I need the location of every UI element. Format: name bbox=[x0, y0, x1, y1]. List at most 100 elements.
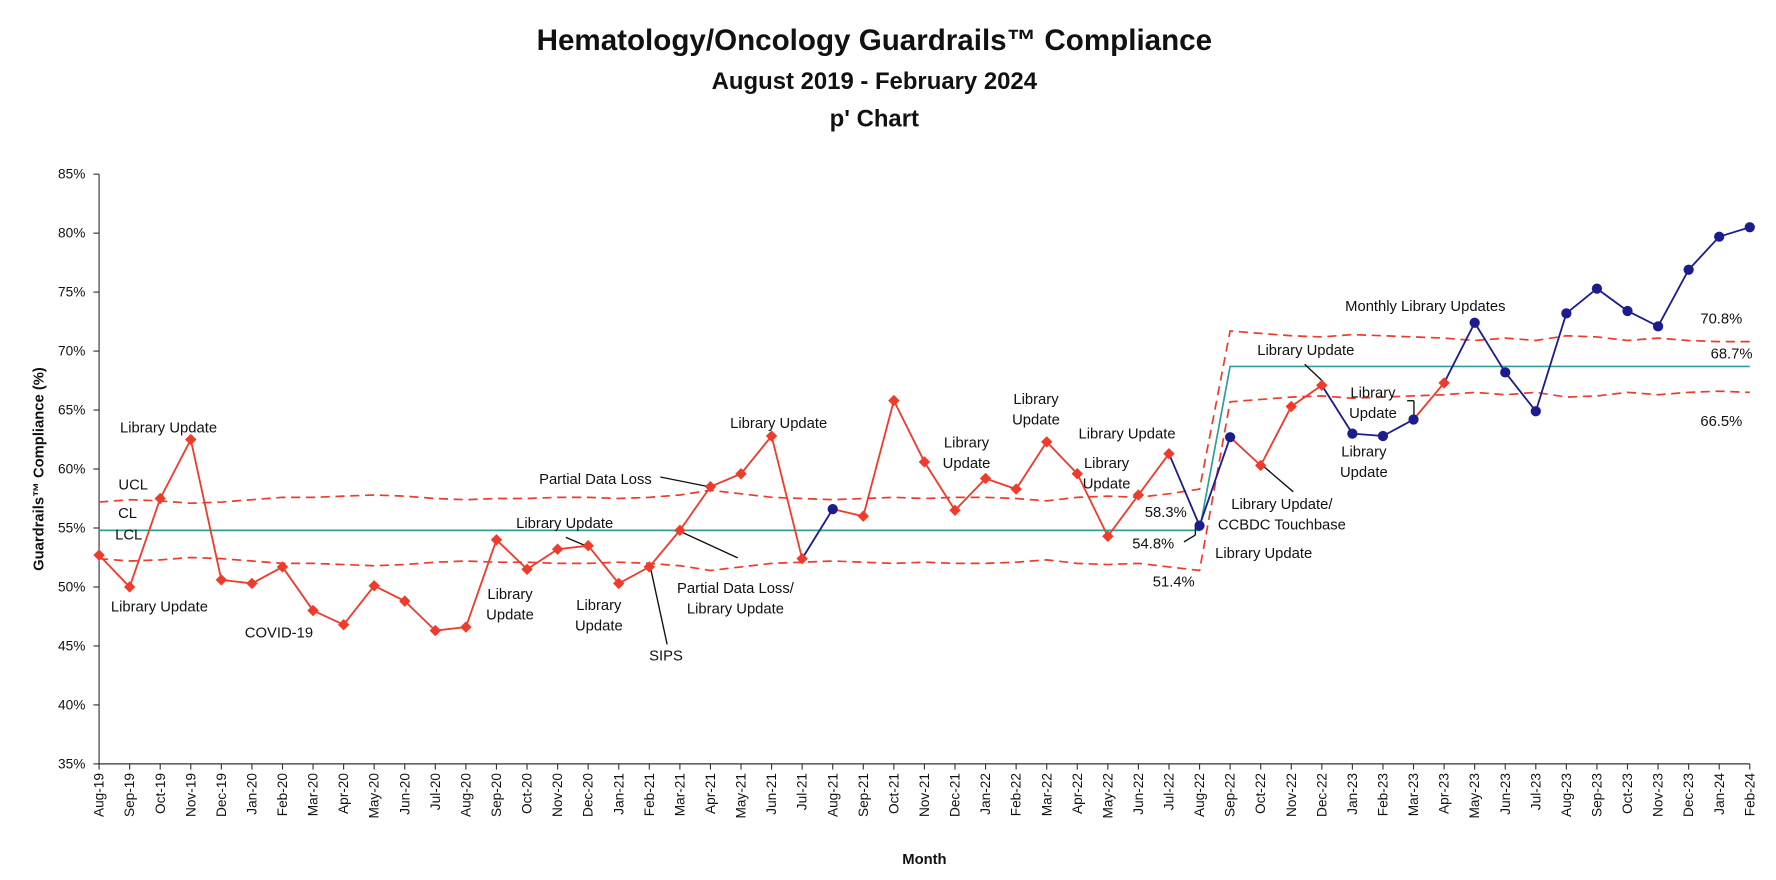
data-segment bbox=[1290, 384, 1323, 408]
annotation: Library Update bbox=[942, 433, 991, 472]
data-segment bbox=[1198, 436, 1231, 526]
annotation: Library Update bbox=[574, 596, 623, 635]
y-tick-label: 45% bbox=[58, 638, 85, 653]
data-segment bbox=[1443, 322, 1476, 384]
x-tick-label: Apr-21 bbox=[703, 773, 718, 814]
x-tick-label: Nov-20 bbox=[550, 773, 565, 817]
x-tick-label: Jan-22 bbox=[978, 773, 993, 815]
data-segment bbox=[710, 472, 742, 488]
x-tick-label: Aug-19 bbox=[92, 773, 107, 817]
annotation-box: COVID-19 bbox=[244, 623, 314, 641]
data-segment bbox=[1504, 371, 1537, 412]
annotation: Monthly Library Updates bbox=[1345, 297, 1506, 315]
data-point bbox=[337, 619, 350, 631]
x-tick-label: Dec-19 bbox=[214, 773, 229, 817]
x-tick-label: Jul-23 bbox=[1528, 773, 1543, 810]
annotation-box: Partial Data Loss/ Library Update bbox=[677, 579, 794, 617]
data-segment bbox=[862, 400, 895, 517]
data-segment bbox=[1596, 287, 1629, 312]
y-tick-label: 75% bbox=[58, 285, 85, 300]
annotation: Library Update bbox=[1215, 544, 1313, 562]
x-tick-label: Sep-23 bbox=[1589, 773, 1604, 817]
annotation-box: Library Update/ CCBDC Touchbase bbox=[1218, 495, 1346, 533]
x-tick-label: Jul-20 bbox=[428, 773, 443, 811]
y-tick-label: 85% bbox=[58, 167, 85, 182]
x-tick-label: Mar-23 bbox=[1406, 773, 1421, 816]
annotation-arrow bbox=[682, 532, 739, 559]
x-tick-label: May-23 bbox=[1467, 773, 1482, 819]
chart-title: Hematology/Oncology Guardrails™ Complian… bbox=[537, 24, 1213, 57]
data-point bbox=[276, 561, 289, 573]
data-point bbox=[1224, 432, 1236, 443]
data-segment bbox=[1412, 382, 1445, 421]
series-label: UCL bbox=[118, 478, 148, 494]
annotation-box: Library Update bbox=[120, 419, 217, 436]
annotation-box: SIPS bbox=[649, 646, 683, 664]
x-tick-label: Mar-22 bbox=[1039, 773, 1054, 816]
annotation-box: Library Update bbox=[486, 585, 534, 623]
data-point bbox=[888, 394, 900, 407]
data-segment bbox=[1107, 494, 1140, 537]
y-tick-label: 50% bbox=[58, 580, 85, 595]
annotation: Library Update bbox=[1078, 424, 1176, 442]
data-segment bbox=[159, 439, 192, 499]
y-tick-label: 80% bbox=[58, 226, 85, 241]
data-segment bbox=[1565, 287, 1598, 315]
x-tick-label: Dec-21 bbox=[948, 773, 963, 817]
data-segment bbox=[923, 461, 956, 511]
data-segment bbox=[1046, 441, 1078, 475]
data-point bbox=[674, 524, 686, 537]
data-segment bbox=[618, 566, 650, 585]
annotation-arrow bbox=[1183, 534, 1196, 543]
control-limit-line bbox=[99, 365, 1750, 532]
data-point bbox=[490, 534, 503, 546]
x-tick-label: Oct-23 bbox=[1620, 773, 1635, 814]
value-label: 66.5% bbox=[1700, 414, 1742, 430]
annotation: Library Update bbox=[730, 414, 828, 432]
x-tick-label: Oct-19 bbox=[153, 773, 168, 814]
y-tick-label: 55% bbox=[58, 521, 85, 536]
annotation-box: Library Update bbox=[1012, 390, 1060, 429]
data-segment bbox=[1259, 406, 1293, 466]
value-label: 68.7% bbox=[1711, 347, 1753, 363]
data-segment bbox=[648, 529, 681, 568]
x-axis-label: Month bbox=[902, 852, 946, 868]
data-segment bbox=[1137, 453, 1170, 496]
x-tick-label: Nov-21 bbox=[917, 773, 932, 817]
data-point bbox=[460, 621, 472, 633]
annotation-arrow bbox=[1260, 463, 1294, 493]
chart-subtitle: p' Chart bbox=[830, 105, 919, 132]
annotation-box: Library Update bbox=[574, 596, 623, 635]
data-segment bbox=[893, 400, 926, 463]
annotation-box: Partial Data Loss bbox=[539, 470, 652, 487]
data-segment bbox=[526, 548, 559, 571]
annotation: Library Update bbox=[516, 514, 614, 532]
x-tick-label: Nov-22 bbox=[1284, 773, 1299, 817]
annotation: COVID-19 bbox=[244, 623, 314, 641]
x-tick-label: Apr-22 bbox=[1070, 773, 1085, 814]
x-tick-label: Aug-22 bbox=[1192, 773, 1207, 817]
x-tick-label: Sep-19 bbox=[122, 773, 137, 817]
data-segment bbox=[1627, 310, 1659, 328]
x-tick-label: Jan-21 bbox=[611, 773, 626, 815]
data-point bbox=[1438, 377, 1450, 389]
x-tick-label: May-20 bbox=[367, 773, 382, 819]
data-point bbox=[215, 574, 228, 586]
x-tick-label: Jan-20 bbox=[244, 773, 259, 815]
data-point bbox=[154, 492, 166, 505]
annotation-box: Library Update bbox=[1078, 424, 1176, 442]
y-tick-label: 70% bbox=[58, 344, 85, 359]
data-point bbox=[979, 472, 992, 485]
annotation-box: Library Update bbox=[1083, 454, 1131, 492]
data-point bbox=[185, 433, 197, 446]
data-segment bbox=[587, 545, 620, 585]
data-segment bbox=[1229, 436, 1262, 467]
annotation: SIPS bbox=[649, 646, 683, 664]
data-point bbox=[1683, 264, 1694, 275]
data-point bbox=[827, 504, 838, 515]
annotation: Library Update bbox=[1012, 390, 1060, 429]
data-segment bbox=[1687, 236, 1720, 271]
data-point bbox=[1102, 530, 1114, 542]
data-point bbox=[551, 543, 564, 555]
